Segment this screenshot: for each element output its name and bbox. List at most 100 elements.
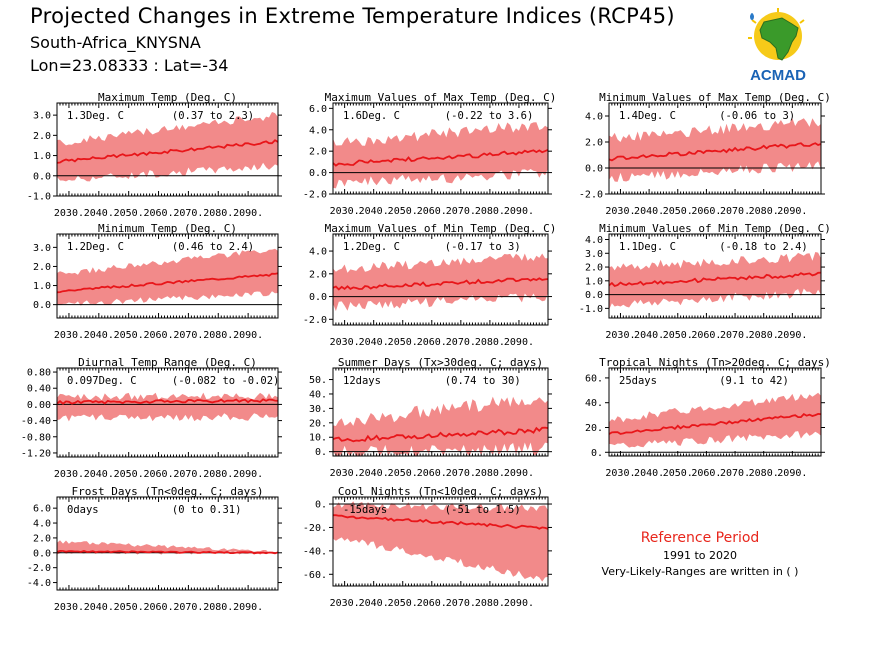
- y-tick-label: 2.0: [309, 269, 327, 280]
- x-tick-label: 2070.: [720, 330, 750, 341]
- panel-tnx: -2.00.02.04.02030.2040.2050.2060.2070.20…: [303, 222, 556, 348]
- location-label: South-Africa_KNYSNA: [30, 33, 201, 52]
- x-tick-label: 2030.: [54, 330, 84, 341]
- y-tick-label: -0.80: [21, 432, 51, 443]
- median-line: [56, 139, 279, 164]
- x-tick-label: 2080.: [749, 468, 779, 479]
- panel-title: Minimum Values of Max Temp (Deg. C): [599, 91, 831, 104]
- x-tick-label: 2030.: [330, 598, 360, 609]
- x-tick-label: 2060.: [417, 206, 447, 217]
- x-tick-label: 2070.: [173, 208, 203, 219]
- x-tick-label: 2050.: [114, 330, 144, 341]
- y-tick-label: 1.0: [33, 281, 51, 292]
- x-tick-label: 2040.: [84, 602, 114, 613]
- y-tick-label: 40.: [585, 398, 603, 409]
- y-tick-label: 4.0: [585, 235, 603, 246]
- x-tick-label: 2080.: [749, 330, 779, 341]
- x-tick-label: 2080.: [203, 208, 233, 219]
- x-tick-label: 2080.: [749, 206, 779, 217]
- change-value: 0days: [67, 504, 99, 516]
- y-tick-label: 3.0: [33, 111, 51, 122]
- y-tick-label: 4.0: [585, 112, 603, 123]
- x-tick-label: 2060.: [143, 208, 173, 219]
- x-tick-label: 2070.: [446, 337, 476, 348]
- x-tick-label: 2090.: [777, 206, 807, 217]
- x-tick-label: 2030.: [54, 469, 84, 480]
- panel-title: Tropical Nights (Tn>20deg. C; days): [599, 356, 831, 369]
- x-tick-label: 2050.: [663, 206, 693, 217]
- y-tick-label: -0.40: [21, 416, 51, 427]
- x-tick-label: 2080.: [203, 602, 233, 613]
- x-tick-label: 2030.: [54, 602, 84, 613]
- x-tick-label: 2030.: [330, 468, 360, 479]
- y-tick-label: 2.0: [33, 131, 51, 142]
- y-tick-label: 0.: [591, 448, 603, 459]
- x-tick-label: 2050.: [663, 330, 693, 341]
- likely-range: (-0.082 to -0.02): [172, 375, 279, 387]
- x-tick-label: 2070.: [446, 468, 476, 479]
- x-tick-label: 2060.: [417, 337, 447, 348]
- x-tick-label: 2030.: [605, 330, 635, 341]
- panel-title: Maximum Values of Max Temp (Deg. C): [325, 91, 557, 104]
- y-tick-label: -2.0: [303, 315, 327, 326]
- change-value: 1.1Deg. C: [619, 241, 676, 253]
- y-tick-label: 0.: [315, 447, 327, 458]
- y-tick-label: 20.: [309, 418, 327, 429]
- y-tick-label: 60.: [585, 373, 603, 384]
- x-tick-label: 2060.: [143, 330, 173, 341]
- reference-range-note: Very-Likely-Ranges are written in ( ): [601, 565, 799, 578]
- change-value: -15days: [343, 504, 387, 516]
- likely-range-band: [57, 540, 278, 555]
- likely-range-band: [57, 392, 278, 422]
- y-tick-label: -1.0: [579, 304, 603, 315]
- x-tick-label: 2080.: [475, 468, 505, 479]
- x-tick-label: 2070.: [446, 598, 476, 609]
- y-tick-label: -40.: [303, 546, 327, 557]
- median-line: [332, 426, 549, 443]
- x-tick-label: 2090.: [504, 598, 534, 609]
- y-tick-label: 4.0: [33, 519, 51, 530]
- y-tick-label: -1.20: [21, 448, 51, 459]
- likely-range: (-0.06 to 3): [719, 110, 795, 122]
- change-value: 1.2Deg. C: [67, 241, 124, 253]
- y-tick-label: 0.0: [33, 300, 51, 311]
- likely-range: (-0.22 to 3.6): [445, 110, 534, 122]
- x-tick-label: 2090.: [504, 468, 534, 479]
- y-tick-label: 2.0: [33, 533, 51, 544]
- y-tick-label: 30.: [309, 404, 327, 415]
- y-tick-label: -2.0: [579, 190, 603, 201]
- y-tick-label: 3.0: [585, 249, 603, 260]
- y-tick-label: 1.0: [33, 151, 51, 162]
- x-tick-label: 2060.: [417, 468, 447, 479]
- likely-range: (0 to 0.31): [172, 504, 242, 516]
- likely-range: (-0.18 to 2.4): [719, 241, 808, 253]
- x-tick-label: 2060.: [417, 598, 447, 609]
- x-tick-label: 2030.: [605, 468, 635, 479]
- x-tick-label: 2050.: [114, 602, 144, 613]
- x-tick-label: 2060.: [691, 206, 721, 217]
- likely-range-band: [609, 252, 821, 310]
- reference-period-note: Reference Period 1991 to 2020 Very-Likel…: [590, 530, 810, 578]
- panel-title: Summer Days (Tx>30deg. C; days): [338, 356, 543, 369]
- x-tick-label: 2070.: [720, 206, 750, 217]
- panel-tn10: 0.-20.-40.-60.2030.2040.2050.2060.2070.2…: [303, 485, 552, 609]
- y-tick-label: -20.: [303, 523, 327, 534]
- x-tick-label: 2030.: [605, 206, 635, 217]
- panel-su: 0. 10. 20. 30. 40. 50. 2030.2040.2050.2060.207…: [309, 356, 552, 479]
- reference-period-years: 1991 to 2020: [662, 549, 738, 562]
- x-tick-label: 2070.: [446, 206, 476, 217]
- x-tick-label: 2080.: [203, 330, 233, 341]
- x-tick-label: 2070.: [173, 469, 203, 480]
- y-tick-label: 0.0: [33, 548, 51, 559]
- x-tick-label: 2040.: [84, 208, 114, 219]
- x-tick-label: 2050.: [388, 337, 418, 348]
- panel-title: Frost Days (Tn<0deg. C; days): [71, 485, 263, 498]
- africa-map-sun-icon: [748, 8, 805, 61]
- x-tick-label: 2090.: [777, 468, 807, 479]
- x-tick-label: 2050.: [663, 468, 693, 479]
- x-tick-label: 2050.: [388, 206, 418, 217]
- x-tick-label: 2090.: [233, 330, 263, 341]
- y-tick-label: 4.0: [309, 125, 327, 136]
- y-tick-label: 6.0: [33, 504, 51, 515]
